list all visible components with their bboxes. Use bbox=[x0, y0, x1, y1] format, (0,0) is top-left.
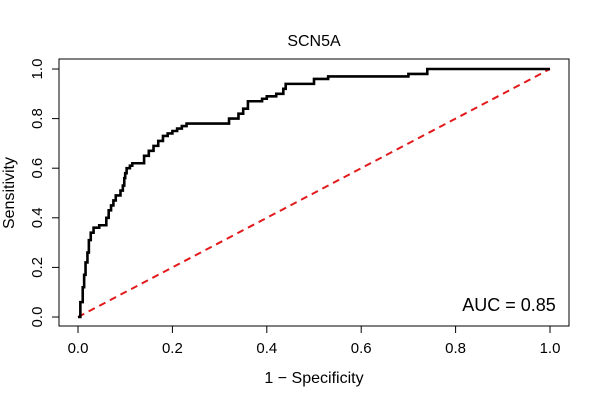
x-tick-label: 0.0 bbox=[68, 340, 89, 357]
y-tick-label: 0.2 bbox=[29, 257, 46, 278]
reference-diagonal-line bbox=[77, 68, 551, 318]
x-axis: 0.0 0.2 0.4 0.6 0.8 1.0 bbox=[68, 325, 561, 357]
chart-title: SCN5A bbox=[287, 33, 341, 50]
auc-annotation: AUC = 0.85 bbox=[462, 295, 556, 315]
x-tick-label: 0.2 bbox=[162, 340, 183, 357]
y-tick-label: 0.0 bbox=[29, 307, 46, 328]
y-tick-label: 0.8 bbox=[29, 108, 46, 129]
y-axis-label: Sensitivity bbox=[1, 157, 18, 229]
x-tick-label: 0.8 bbox=[445, 340, 466, 357]
x-axis-label: 1 − Specificity bbox=[264, 370, 363, 387]
x-tick-label: 0.6 bbox=[351, 340, 372, 357]
x-tick-label: 1.0 bbox=[540, 340, 561, 357]
y-axis: 0.0 0.2 0.4 0.6 0.8 1.0 bbox=[29, 59, 60, 328]
y-tick-label: 0.6 bbox=[29, 158, 46, 179]
y-tick-label: 0.4 bbox=[29, 207, 46, 228]
x-tick-label: 0.4 bbox=[256, 340, 277, 357]
y-tick-label: 1.0 bbox=[29, 59, 46, 80]
roc-curve-line bbox=[78, 67, 550, 319]
